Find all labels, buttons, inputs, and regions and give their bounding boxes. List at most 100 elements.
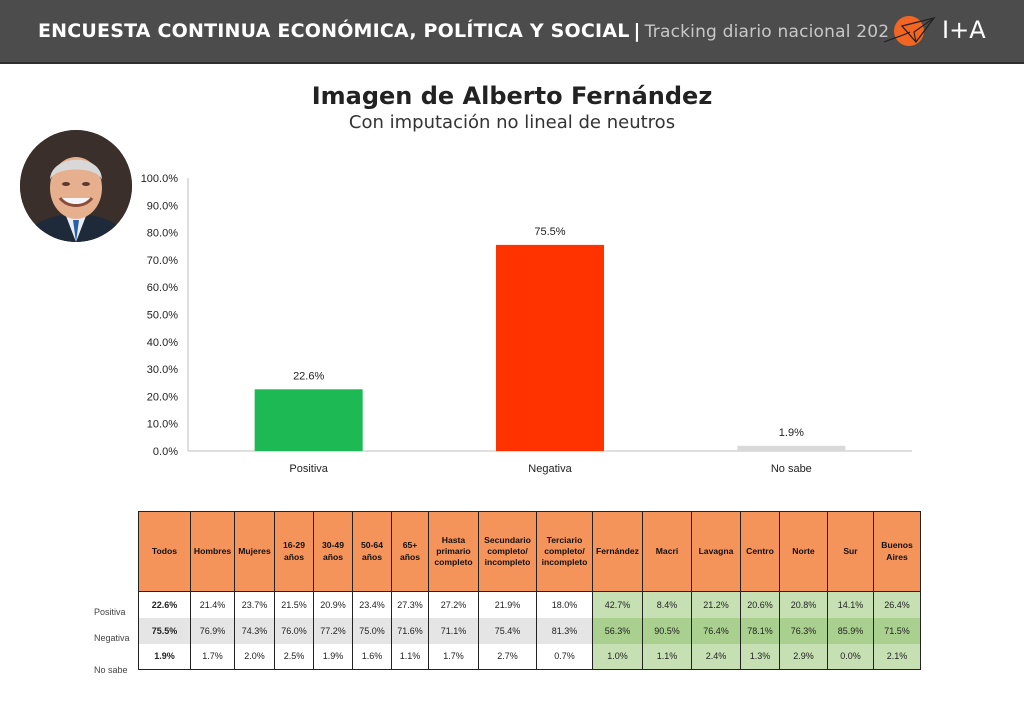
logo-circle bbox=[894, 16, 924, 46]
header-title-text: ENCUESTA CONTINUA ECONÓMICA, POLÍTICA Y … bbox=[38, 20, 630, 42]
header-bar: ENCUESTA CONTINUA ECONÓMICA, POLÍTICA Y … bbox=[0, 0, 1024, 62]
y-tick-label: 90.0% bbox=[147, 200, 178, 212]
table-cell: 2.4% bbox=[691, 643, 741, 670]
table-cell: 56.3% bbox=[592, 617, 643, 644]
bar-positiva bbox=[254, 389, 363, 451]
table-cell: 76.4% bbox=[691, 617, 741, 644]
table-cell: 1.9% bbox=[138, 643, 191, 670]
table-cell: 20.8% bbox=[779, 591, 828, 618]
data-label: 22.6% bbox=[293, 370, 324, 382]
table-cell: 81.3% bbox=[536, 617, 593, 644]
table-cell: 76.9% bbox=[190, 617, 235, 644]
table-cell: 90.5% bbox=[642, 617, 692, 644]
y-tick-label: 30.0% bbox=[147, 364, 178, 376]
table-cell: 20.9% bbox=[313, 591, 353, 618]
table-cell: 23.7% bbox=[234, 591, 275, 618]
table-cell: 78.1% bbox=[740, 617, 780, 644]
table-cell: 23.4% bbox=[352, 591, 392, 618]
table-row: 75.5% 76.9% 74.3% 76.0% 77.2% 75.0% 71.6% 71.1%… bbox=[138, 617, 921, 644]
table-cell: 1.6% bbox=[352, 643, 392, 670]
portrait-illustration bbox=[20, 130, 132, 242]
table-cell: 75.4% bbox=[478, 617, 537, 644]
breakdown-table: Todos Hombres Mujeres 16-29 años 30-49 años 5… bbox=[138, 511, 921, 670]
table-cell: 0.0% bbox=[827, 643, 874, 670]
table-header-row: Todos Hombres Mujeres 16-29 años 30-49 años 5… bbox=[138, 511, 921, 592]
column-header: Fernández bbox=[592, 511, 643, 592]
brand-name: I+A bbox=[942, 16, 986, 44]
row-label: No sabe bbox=[94, 665, 128, 675]
table-cell: 1.3% bbox=[740, 643, 780, 670]
column-header: 65+ años bbox=[391, 511, 429, 592]
table-cell: 75.0% bbox=[352, 617, 392, 644]
table-cell: 26.4% bbox=[873, 591, 921, 618]
chart-titles: Imagen de Alberto Fernández Con imputaci… bbox=[0, 82, 1024, 133]
table-cell: 1.9% bbox=[313, 643, 353, 670]
column-header: Buenos Aires bbox=[873, 511, 921, 592]
row-label: Positiva bbox=[94, 607, 126, 617]
table-cell: 1.7% bbox=[428, 643, 479, 670]
column-header: Secundario completo/ incompleto bbox=[478, 511, 537, 592]
bar-chart: 0.0% 10.0% 20.0% 30.0% 40.0% 50.0% 60.0% 70.0% 8… bbox=[141, 173, 912, 475]
y-tick-label: 20.0% bbox=[147, 391, 178, 403]
table-cell: 76.3% bbox=[779, 617, 828, 644]
table-cell: 21.4% bbox=[190, 591, 235, 618]
column-header: 50-64 años bbox=[352, 511, 392, 592]
table-cell: 0.7% bbox=[536, 643, 593, 670]
table-cell: 71.5% bbox=[873, 617, 921, 644]
column-header: 16-29 años bbox=[274, 511, 314, 592]
column-header: Hasta primario completo bbox=[428, 511, 479, 592]
table-cell: 2.7% bbox=[478, 643, 537, 670]
column-header: Terciario completo/ incompleto bbox=[536, 511, 593, 592]
table-cell: 74.3% bbox=[234, 617, 275, 644]
y-tick-label: 50.0% bbox=[147, 310, 178, 322]
paper-plane-logo-icon bbox=[883, 16, 936, 44]
brand-logo: I+A bbox=[878, 12, 986, 52]
table-cell: 27.2% bbox=[428, 591, 479, 618]
bar-no-sabe bbox=[737, 445, 846, 451]
chart-title: Imagen de Alberto Fernández bbox=[311, 82, 713, 110]
table-cell: 85.9% bbox=[827, 617, 874, 644]
header-separator: | bbox=[633, 20, 641, 42]
header-title: ENCUESTA CONTINUA ECONÓMICA, POLÍTICA Y … bbox=[38, 20, 889, 42]
table-cell: 21.9% bbox=[478, 591, 537, 618]
table-cell: 21.2% bbox=[691, 591, 741, 618]
table-row: 22.6% 21.4% 23.7% 21.5% 20.9% 23.4% 27.3% 27.2%… bbox=[138, 591, 921, 618]
column-header: Norte bbox=[779, 511, 828, 592]
y-tick-label: 0.0% bbox=[153, 446, 178, 458]
table-cell: 1.1% bbox=[391, 643, 429, 670]
table-cell: 76.0% bbox=[274, 617, 314, 644]
table-cell: 18.0% bbox=[536, 591, 593, 618]
table-cell: 27.3% bbox=[391, 591, 429, 618]
column-header: Centro bbox=[740, 511, 780, 592]
portrait-photo bbox=[20, 130, 132, 242]
column-header: Sur bbox=[827, 511, 874, 592]
table-cell: 71.6% bbox=[391, 617, 429, 644]
y-tick-label: 100.0% bbox=[141, 173, 179, 185]
y-tick-label: 80.0% bbox=[147, 228, 178, 240]
table-cell: 71.1% bbox=[428, 617, 479, 644]
column-header: Hombres bbox=[190, 511, 235, 592]
table-cell: 20.6% bbox=[740, 591, 780, 618]
table-cell: 2.0% bbox=[234, 643, 275, 670]
table-cell: 77.2% bbox=[313, 617, 353, 644]
table-cell: 1.1% bbox=[642, 643, 692, 670]
table-cell: 8.4% bbox=[642, 591, 692, 618]
table-cell: 75.5% bbox=[138, 617, 191, 644]
x-tick-label: Negativa bbox=[528, 463, 572, 475]
table-cell: 2.5% bbox=[274, 643, 314, 670]
data-label: 75.5% bbox=[534, 226, 565, 238]
table-cell: 22.6% bbox=[138, 591, 191, 618]
x-tick-label: Positiva bbox=[289, 463, 328, 475]
header-divider bbox=[0, 62, 1024, 64]
data-label: 1.9% bbox=[779, 427, 804, 439]
y-tick-label: 10.0% bbox=[147, 419, 178, 431]
column-header: Mujeres bbox=[234, 511, 275, 592]
column-header: 30-49 años bbox=[313, 511, 353, 592]
table-cell: 42.7% bbox=[592, 591, 643, 618]
column-header: Lavagna bbox=[691, 511, 741, 592]
table-cell: 2.9% bbox=[779, 643, 828, 670]
column-header: Todos bbox=[138, 511, 191, 592]
table-cell: 2.1% bbox=[873, 643, 921, 670]
row-label: Negativa bbox=[94, 633, 130, 643]
header-subtitle: Tracking diario nacional 202 bbox=[644, 22, 890, 42]
